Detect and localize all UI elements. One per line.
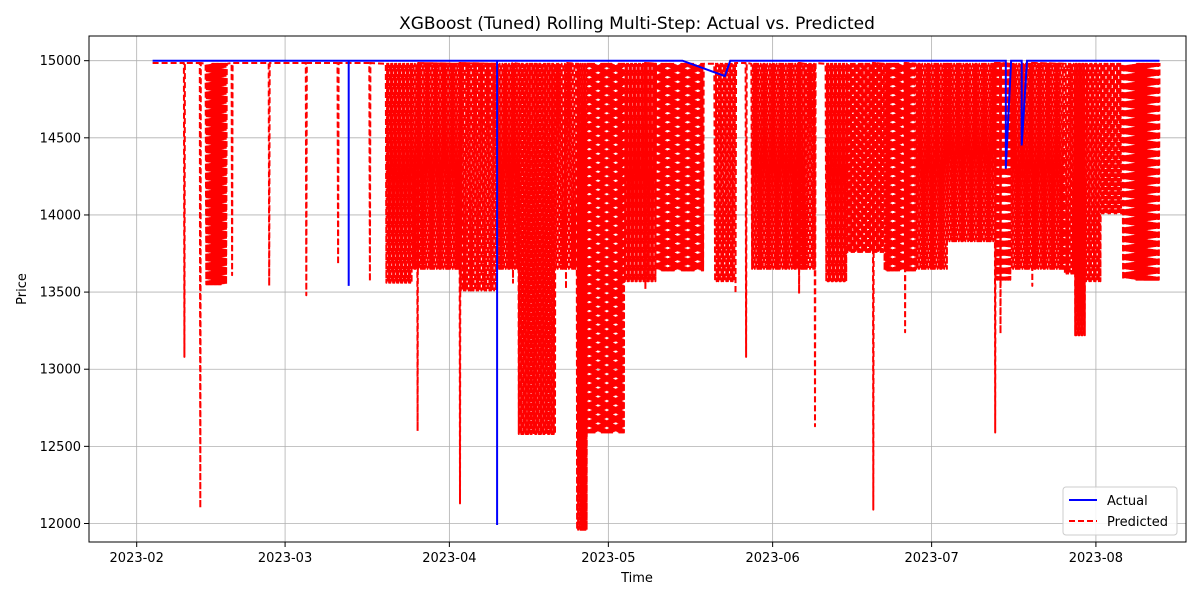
x-axis-ticks: 2023-02 2023-03 2023-04 2023-05 2023-06 2023-… <box>110 542 1123 566</box>
x-tick-label: 2023-02 <box>110 551 164 566</box>
x-tick-label: 2023-05 <box>581 551 635 566</box>
x-tick-label: 2023-08 <box>1069 551 1123 566</box>
y-tick-label: 12000 <box>40 517 81 532</box>
y-axis-label: Price <box>15 273 30 305</box>
y-axis-ticks: 12000 12500 13000 13500 14000 14500 15000 <box>40 54 89 532</box>
legend: Actual Predicted <box>1062 486 1178 536</box>
y-tick-label: 13500 <box>40 286 81 301</box>
y-tick-label: 12500 <box>40 440 81 455</box>
series-layer <box>152 59 1161 531</box>
x-axis-label: Time <box>620 571 653 586</box>
actual-series-line <box>152 59 1160 525</box>
y-tick-label: 13000 <box>40 363 81 378</box>
y-tick-label: 14500 <box>40 131 81 146</box>
x-tick-label: 2023-04 <box>422 551 476 566</box>
x-tick-label: 2023-03 <box>258 551 312 566</box>
chart-title: XGBoost (Tuned) Rolling Multi-Step: Actu… <box>399 14 875 34</box>
x-tick-label: 2023-06 <box>745 551 799 566</box>
x-tick-label: 2023-07 <box>904 551 958 566</box>
legend-predicted-label: Predicted <box>1107 515 1168 530</box>
y-tick-label: 15000 <box>40 54 81 69</box>
y-tick-label: 14000 <box>40 208 81 223</box>
plot-frame <box>88 35 1187 543</box>
legend-actual-label: Actual <box>1107 494 1148 509</box>
